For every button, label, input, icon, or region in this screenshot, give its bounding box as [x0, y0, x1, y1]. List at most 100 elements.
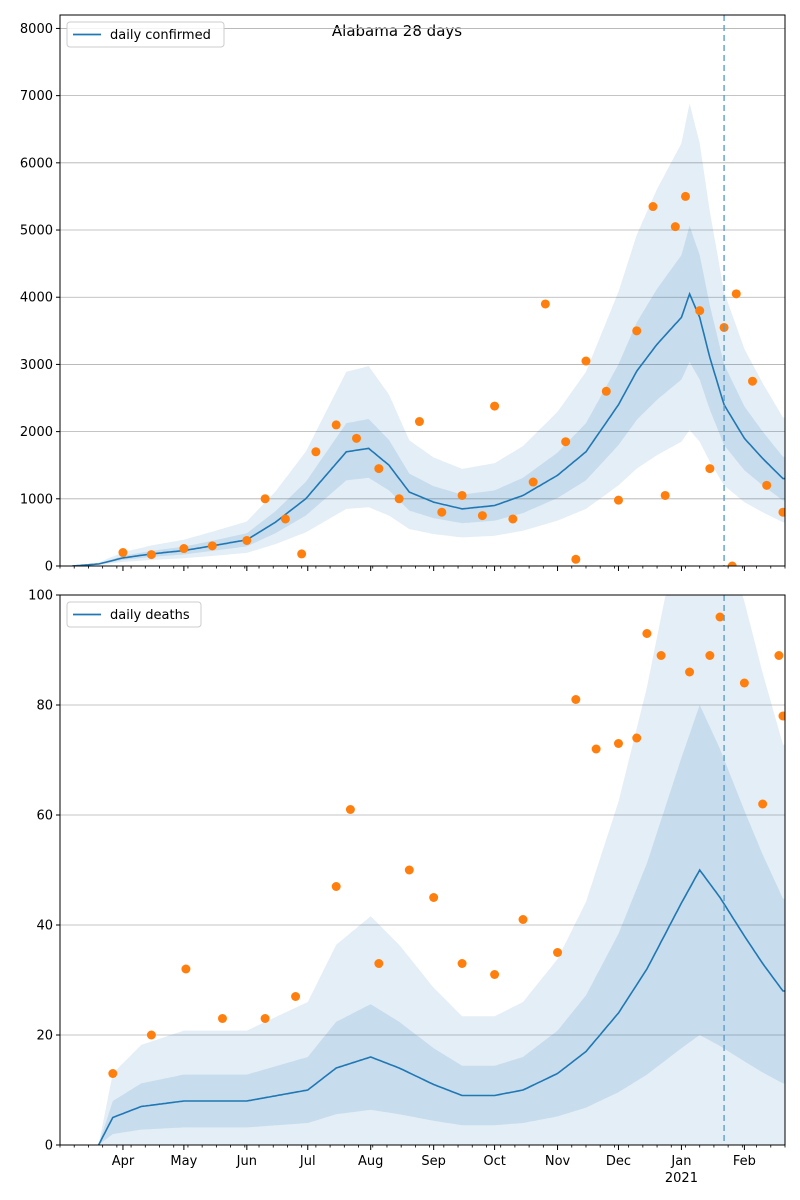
- mean-line: [72, 291, 785, 566]
- x-tick-label: Feb: [733, 1154, 756, 1169]
- y-tick-label: 4000: [20, 291, 53, 306]
- data-point: [680, 191, 690, 201]
- data-point: [146, 550, 156, 560]
- x-tick-label: Dec: [606, 1154, 631, 1169]
- data-point: [490, 970, 500, 979]
- data-point: [404, 865, 414, 875]
- data-point: [758, 799, 768, 809]
- data-point: [311, 447, 321, 457]
- y-tick-label: 7000: [20, 89, 53, 104]
- data-point: [591, 744, 601, 754]
- x-year-label: 2021: [665, 1171, 698, 1186]
- data-point: [331, 420, 341, 430]
- legend-box: [66, 601, 202, 628]
- deaths-panel: 0 20 40 60 80 100 Apr May Jun Jul Aug Sep Oct Nov Dec J…: [28, 589, 786, 1186]
- y-tick-label: 80: [36, 699, 53, 714]
- x-tick-label: Jun: [236, 1154, 257, 1169]
- data-point: [601, 386, 611, 396]
- data-point: [553, 948, 563, 957]
- data-point: [632, 326, 642, 336]
- y-tick-label: 5000: [20, 224, 53, 239]
- data-point: [581, 356, 591, 366]
- inner-band: [98, 705, 785, 1145]
- x-tick-label: Apr: [112, 1154, 135, 1169]
- x-tick-label: Aug: [358, 1154, 383, 1169]
- data-point: [705, 651, 715, 660]
- x-tick-label: Jan: [670, 1154, 691, 1169]
- data-point: [660, 490, 670, 500]
- data-point: [414, 417, 424, 427]
- legend: daily confirmed: [66, 21, 225, 48]
- data-point: [260, 1014, 270, 1023]
- y-tick-label: 0: [45, 560, 53, 575]
- x-tick-label: Oct: [483, 1154, 505, 1169]
- data-point: [642, 629, 652, 638]
- x-tick-label: May: [170, 1154, 197, 1169]
- data-point: [748, 376, 758, 386]
- data-point: [715, 612, 725, 622]
- data-point: [179, 544, 189, 554]
- plot-frame: [59, 14, 786, 567]
- data-point: [260, 494, 270, 504]
- data-point: [477, 511, 487, 521]
- y-tick-label: 8000: [20, 22, 53, 37]
- data-point: [632, 733, 642, 743]
- data-point: [345, 805, 355, 814]
- confirmed-panel: 0 1000 2000 3000 4000 5000 6000 7000 8000 daily c…: [20, 14, 786, 575]
- x-tick-label: Jul: [299, 1154, 316, 1169]
- legend-label: daily confirmed: [110, 28, 211, 43]
- data-point: [331, 882, 341, 891]
- data-point: [778, 711, 785, 721]
- y-tick-label: 2000: [20, 425, 53, 440]
- plot-frame: [59, 594, 786, 1146]
- data-point: [297, 549, 307, 559]
- outer-band: [98, 595, 785, 1145]
- data-point: [490, 401, 500, 411]
- x-tick-label: Nov: [545, 1154, 571, 1169]
- y-tick-label: 100: [28, 589, 53, 604]
- data-point: [242, 535, 252, 545]
- outer-band: [72, 103, 785, 566]
- data-point: [351, 433, 361, 443]
- legend-label: daily deaths: [110, 608, 190, 623]
- data-point: [429, 893, 439, 902]
- data-point: [374, 959, 384, 968]
- plot-area: [60, 595, 785, 1145]
- data-point: [457, 490, 467, 500]
- data-point: [394, 494, 404, 504]
- data-point: [705, 464, 715, 474]
- data-point: [374, 464, 384, 474]
- mean-line: [97, 868, 785, 1145]
- data-point: [670, 222, 680, 232]
- data-point: [457, 959, 467, 968]
- data-point: [118, 548, 128, 558]
- data-point: [762, 480, 772, 490]
- data-point: [291, 992, 301, 1001]
- y-tick-label: 40: [36, 919, 53, 934]
- y-tick-label: 3000: [20, 358, 53, 373]
- data-point: [774, 651, 784, 660]
- data-point: [613, 495, 623, 505]
- data-point: [280, 514, 290, 524]
- data-point: [656, 651, 666, 660]
- data-point: [528, 477, 538, 487]
- y-tick-label: 1000: [20, 492, 53, 507]
- data-point: [727, 561, 737, 566]
- plot-area: [60, 15, 785, 566]
- data-point: [571, 695, 581, 704]
- data-point: [146, 1030, 156, 1040]
- y-tick-label: 0: [45, 1139, 53, 1154]
- data-point: [731, 289, 741, 299]
- figure-title: Alabama 28 days: [332, 22, 462, 40]
- data-point: [613, 739, 623, 748]
- data-point: [778, 507, 785, 517]
- x-tick-label: Sep: [421, 1154, 446, 1169]
- data-point: [207, 541, 217, 551]
- y-tick-label: 60: [36, 809, 53, 824]
- data-point: [685, 667, 695, 677]
- data-point: [108, 1069, 118, 1078]
- data-point: [739, 678, 749, 688]
- data-point: [437, 507, 447, 517]
- data-point: [648, 202, 658, 212]
